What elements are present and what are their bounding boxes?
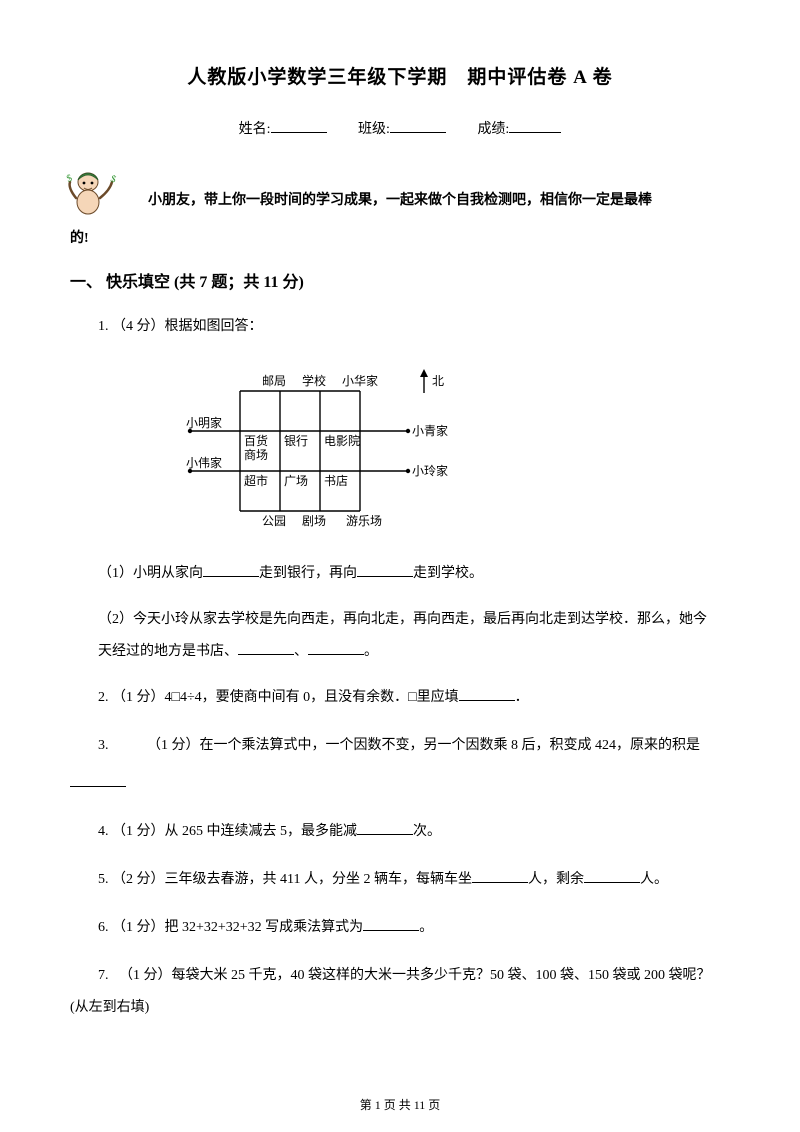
intro-text: 小朋友，带上你一段时间的学习成果，一起来做个自我检测吧，相信你一定是最棒	[148, 183, 652, 219]
info-row: 姓名: 班级: 成绩:	[70, 119, 730, 140]
blank	[357, 563, 413, 577]
blank	[308, 641, 364, 655]
q7b: (从左到右填)	[70, 994, 730, 1022]
svg-text:$: $	[109, 173, 117, 185]
svg-text:$: $	[65, 172, 73, 184]
svg-text:剧场: 剧场	[302, 514, 326, 528]
cartoon-icon: $ $	[64, 168, 118, 220]
q1-stem: 1. （4 分）根据如图回答：	[70, 313, 730, 341]
q3-blank-row	[70, 770, 730, 798]
svg-text:游乐场: 游乐场	[346, 514, 382, 528]
name-blank	[271, 119, 327, 133]
blank	[584, 869, 640, 883]
q7: 7. （1 分）每袋大米 25 千克，40 袋这样的大米一共多少千克？50 袋、…	[70, 962, 730, 990]
svg-text:北: 北	[432, 374, 444, 388]
q1-s2d: 。	[364, 644, 378, 659]
blank	[459, 687, 515, 701]
q4b: 次。	[413, 824, 441, 839]
blank	[357, 821, 413, 835]
q1-s1b: 走到银行，再向	[259, 566, 357, 581]
q1-diagram: 邮局 学校 小华家 北小明家百货商场 银行 电影院 小青家小伟家超市 广场 书店 小玲家公园 剧场 游…	[180, 361, 730, 538]
q4: 4. （1 分）从 265 中连续减去 5，最多能减 次。	[70, 818, 730, 846]
q1-sub2b: 天经过的地方是书店、 、 。	[70, 638, 730, 666]
q5b: 人，剩余	[528, 872, 584, 887]
intro-tail: 的!	[70, 228, 730, 249]
svg-text:超市: 超市	[244, 473, 268, 488]
q3-text: 3. （1 分）在一个乘法算式中，一个因数不变，另一个因数乘 8 后，积变成 4…	[98, 738, 700, 753]
q1-sub1: （1）小明从家向 走到银行，再向 走到学校。	[70, 560, 730, 588]
svg-text:公园: 公园	[262, 514, 286, 528]
svg-text:小玲家: 小玲家	[412, 463, 448, 478]
blank	[203, 563, 259, 577]
q1-s1a: （1）小明从家向	[98, 566, 203, 581]
q5: 5. （2 分）三年级去春游，共 411 人，分坐 2 辆车，每辆车坐 人，剩余 人…	[70, 866, 730, 894]
q6b: 。	[419, 920, 433, 935]
svg-text:学校: 学校	[302, 373, 326, 388]
q2-tail: ．	[515, 690, 529, 705]
q3: 3. （1 分）在一个乘法算式中，一个因数不变，另一个因数乘 8 后，积变成 4…	[70, 732, 730, 760]
q1-sub2: （2）今天小玲从家去学校是先向西走，再向北走，再向西走，最后再向北走到达学校．那…	[70, 606, 730, 634]
blank	[472, 869, 528, 883]
intro-row: $ $ 小朋友，带上你一段时间的学习成果，一起来做个自我检测吧，相信你一定是最棒	[64, 168, 730, 220]
svg-text:电影院: 电影院	[324, 434, 360, 448]
svg-text:小华家: 小华家	[342, 373, 378, 388]
svg-text:商场: 商场	[244, 447, 268, 462]
q4a: 4. （1 分）从 265 中连续减去 5，最多能减	[98, 824, 357, 839]
q7a: 7. （1 分）每袋大米 25 千克，40 袋这样的大米一共多少千克？50 袋、…	[98, 968, 711, 983]
q6a: 6. （1 分）把 32+32+32+32 写成乘法算式为	[98, 920, 363, 935]
q6: 6. （1 分）把 32+32+32+32 写成乘法算式为 。	[70, 914, 730, 942]
section-1-heading: 一、 快乐填空 (共 7 题；共 11 分)	[70, 271, 730, 295]
q1-s2a: （2）今天小玲从家去学校是先向西走，再向北走，再向西走，最后再向北走到达学校．那…	[98, 612, 707, 627]
q5c: 人。	[640, 872, 668, 887]
q1-s2c: 、	[294, 644, 308, 659]
class-label: 班级:	[358, 119, 390, 140]
svg-text:小明家: 小明家	[186, 415, 222, 430]
svg-text:小青家: 小青家	[412, 423, 448, 438]
svg-text:银行: 银行	[284, 434, 308, 448]
q2: 2. （1 分）4□4÷4，要使商中间有 0，且没有余数．□里应填 ．	[70, 684, 730, 712]
q2-text: 2. （1 分）4□4÷4，要使商中间有 0，且没有余数．□里应填	[98, 690, 459, 705]
name-label: 姓名:	[239, 119, 271, 140]
blank	[70, 773, 126, 787]
svg-text:百货: 百货	[244, 433, 268, 448]
svg-text:小伟家: 小伟家	[186, 455, 222, 470]
q1-s2b-pre: 天经过的地方是书店、	[98, 644, 238, 659]
score-blank	[509, 119, 561, 133]
svg-text:广场: 广场	[284, 474, 308, 488]
svg-text:邮局: 邮局	[262, 374, 286, 388]
svg-text:书店: 书店	[324, 474, 348, 488]
blank	[363, 917, 419, 931]
class-blank	[390, 119, 446, 133]
blank	[238, 641, 294, 655]
q1-s1c: 走到学校。	[413, 566, 483, 581]
page-footer: 第 1 页 共 11 页	[0, 1096, 800, 1114]
q5a: 5. （2 分）三年级去春游，共 411 人，分坐 2 辆车，每辆车坐	[98, 872, 472, 887]
score-label: 成绩:	[477, 119, 509, 140]
page-title: 人教版小学数学三年级下学期 期中评估卷 A 卷	[70, 64, 730, 93]
